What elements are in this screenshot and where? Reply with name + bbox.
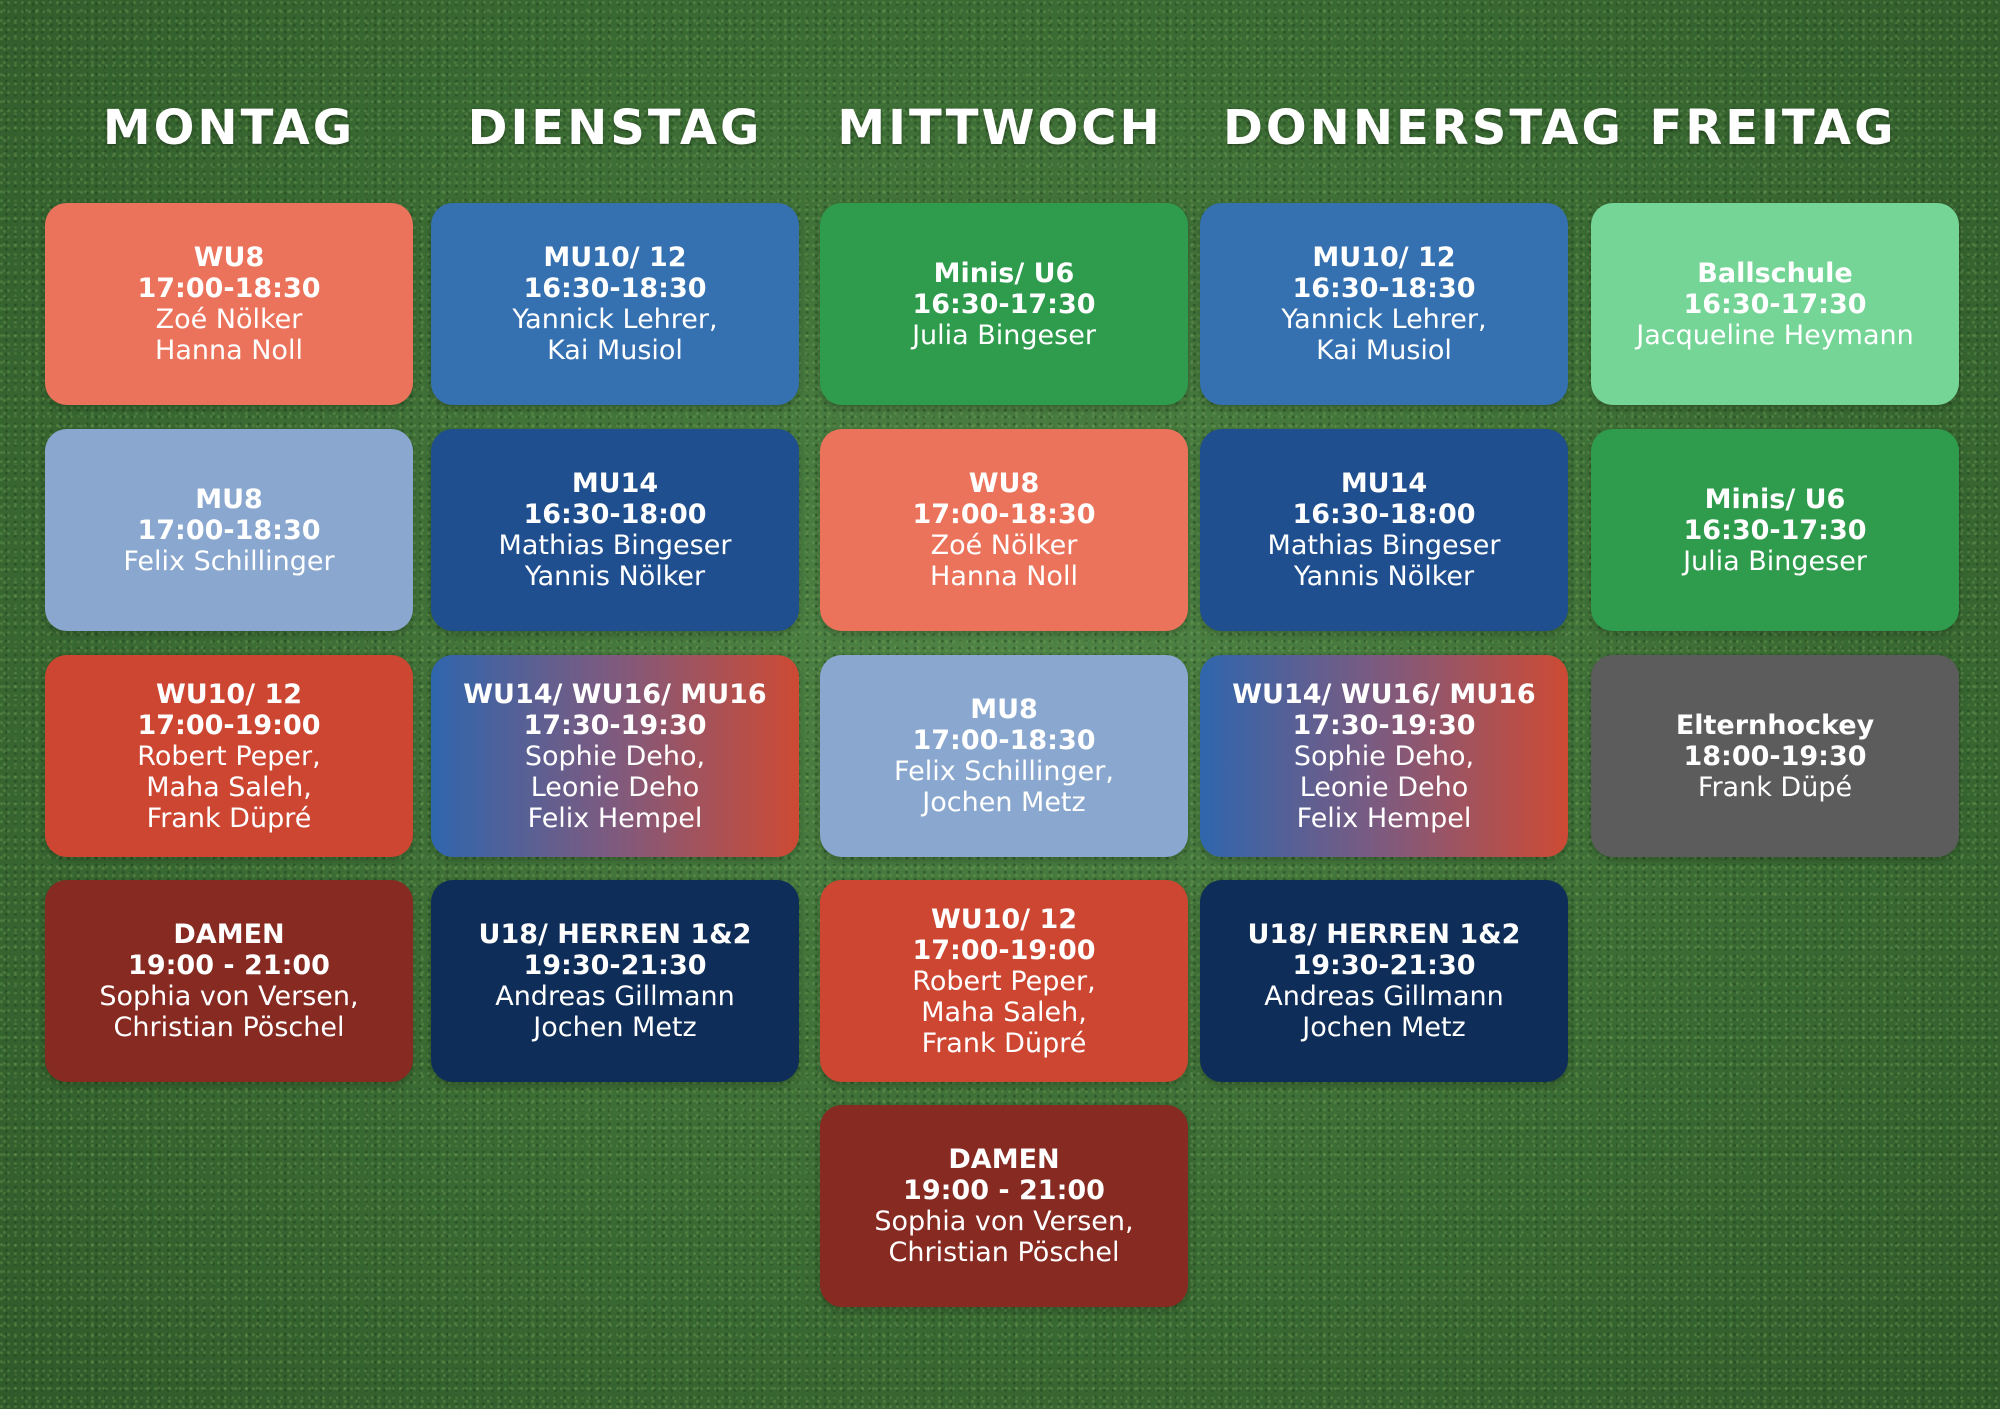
- session-title: MU14: [1340, 468, 1428, 499]
- session-title: MU10/ 12: [1312, 242, 1456, 273]
- day-heading-donnerstag: DONNERSTAG: [1223, 100, 1624, 156]
- session-coach: Jacqueline Heymann: [1636, 319, 1914, 351]
- session-card: MU10/ 12 16:30-18:30 Yannick Lehrer, Kai…: [1200, 203, 1568, 405]
- session-time: 17:30-19:30: [523, 709, 707, 741]
- session-coach: Julia Bingeser: [1683, 545, 1867, 577]
- session-card: DAMEN 19:00 - 21:00 Sophia von Versen, C…: [820, 1105, 1188, 1307]
- session-card: WU8 17:00-18:30 Zoé Nölker Hanna Noll: [45, 203, 413, 405]
- session-coach: Yannick Lehrer, Kai Musiol: [1281, 304, 1487, 366]
- session-card: U18/ HERREN 1&2 19:30-21:30 Andreas Gill…: [431, 880, 799, 1082]
- session-time: 16:30-17:30: [1683, 288, 1867, 320]
- session-title: Elternhockey: [1675, 709, 1875, 741]
- session-time: 16:30-17:30: [1683, 514, 1867, 546]
- session-coach: Zoé Nölker Hanna Noll: [155, 304, 303, 366]
- session-title: Ballschule: [1697, 257, 1853, 289]
- session-card: WU14/ WU16/ MU16 17:30-19:30 Sophie Deho…: [431, 655, 799, 857]
- session-title: WU10/ 12: [155, 678, 303, 710]
- day-heading-montag: MONTAG: [102, 100, 356, 156]
- session-coach: Sophie Deho, Leonie Deho Felix Hempel: [524, 740, 706, 834]
- session-time: 17:00-18:30: [912, 499, 1096, 530]
- session-coach: Sophie Deho, Leonie Deho Felix Hempel: [1293, 740, 1475, 834]
- session-time: 17:00-19:00: [137, 709, 321, 741]
- session-coach: Mathias Bingeser Yannis Nölker: [1267, 530, 1501, 592]
- session-card: MU14 16:30-18:00 Mathias Bingeser Yannis…: [1200, 429, 1568, 631]
- session-time: 16:30-18:00: [523, 499, 707, 530]
- session-title: DAMEN: [173, 919, 285, 950]
- day-heading-freitag: FREITAG: [1649, 100, 1897, 156]
- session-card: MU10/ 12 16:30-18:30 Yannick Lehrer, Kai…: [431, 203, 799, 405]
- session-title: WU14/ WU16/ MU16: [463, 678, 767, 710]
- session-coach: Sophia von Versen, Christian Pöschel: [874, 1206, 1134, 1268]
- session-card: MU8 17:00-18:30 Felix Schillinger, Joche…: [820, 655, 1188, 857]
- session-card: MU8 17:00-18:30 Felix Schillinger: [45, 429, 413, 631]
- session-card: DAMEN 19:00 - 21:00 Sophia von Versen, C…: [45, 880, 413, 1082]
- session-coach: Frank Düpé: [1697, 771, 1853, 803]
- session-coach: Mathias Bingeser Yannis Nölker: [498, 530, 732, 592]
- session-card: MU14 16:30-18:00 Mathias Bingeser Yannis…: [431, 429, 799, 631]
- session-coach: Andreas Gillmann Jochen Metz: [1264, 981, 1504, 1043]
- session-coach: Robert Peper, Maha Saleh, Frank Düpré: [137, 740, 321, 834]
- session-coach: Robert Peper, Maha Saleh, Frank Düpré: [912, 965, 1096, 1059]
- session-time: 17:00-18:30: [137, 514, 321, 546]
- session-card: Elternhockey 18:00-19:30 Frank Düpé: [1591, 655, 1959, 857]
- session-title: Minis/ U6: [933, 257, 1075, 289]
- session-title: WU8: [193, 242, 265, 273]
- session-coach: Andreas Gillmann Jochen Metz: [495, 981, 735, 1043]
- session-card: WU10/ 12 17:00-19:00 Robert Peper, Maha …: [45, 655, 413, 857]
- session-time: 17:00-18:30: [137, 273, 321, 304]
- session-title: WU14/ WU16/ MU16: [1232, 678, 1536, 710]
- session-time: 16:30-18:30: [523, 273, 707, 304]
- session-coach: Julia Bingeser: [912, 319, 1096, 351]
- session-time: 17:00-19:00: [912, 934, 1096, 966]
- session-coach: Zoé Nölker Hanna Noll: [930, 530, 1078, 592]
- session-card: U18/ HERREN 1&2 19:30-21:30 Andreas Gill…: [1200, 880, 1568, 1082]
- day-heading-mittwoch: MITTWOCH: [837, 100, 1163, 156]
- day-heading-dienstag: DIENSTAG: [467, 100, 763, 156]
- session-time: 19:30-21:30: [523, 950, 707, 981]
- session-time: 17:00-18:30: [912, 725, 1096, 756]
- session-coach: Felix Schillinger: [123, 545, 335, 577]
- session-time: 16:30-18:30: [1292, 273, 1476, 304]
- session-title: Minis/ U6: [1704, 483, 1846, 515]
- session-title: MU8: [195, 483, 263, 515]
- session-time: 17:30-19:30: [1292, 709, 1476, 741]
- session-title: MU14: [571, 468, 659, 499]
- session-card: Ballschule 16:30-17:30 Jacqueline Heyman…: [1591, 203, 1959, 405]
- session-card: WU14/ WU16/ MU16 17:30-19:30 Sophie Deho…: [1200, 655, 1568, 857]
- session-coach: Sophia von Versen, Christian Pöschel: [99, 981, 359, 1043]
- session-time: 16:30-17:30: [912, 288, 1096, 320]
- session-card: Minis/ U6 16:30-17:30 Julia Bingeser: [1591, 429, 1959, 631]
- session-title: U18/ HERREN 1&2: [478, 919, 752, 950]
- session-time: 19:00 - 21:00: [128, 950, 330, 981]
- session-card: Minis/ U6 16:30-17:30 Julia Bingeser: [820, 203, 1188, 405]
- session-time: 16:30-18:00: [1292, 499, 1476, 530]
- session-time: 18:00-19:30: [1683, 740, 1867, 772]
- session-title: MU8: [970, 694, 1038, 725]
- session-card: WU8 17:00-18:30 Zoé Nölker Hanna Noll: [820, 429, 1188, 631]
- session-title: WU8: [968, 468, 1040, 499]
- session-title: MU10/ 12: [543, 242, 687, 273]
- session-card: WU10/ 12 17:00-19:00 Robert Peper, Maha …: [820, 880, 1188, 1082]
- session-title: U18/ HERREN 1&2: [1247, 919, 1521, 950]
- session-title: DAMEN: [948, 1144, 1060, 1175]
- session-coach: Felix Schillinger, Jochen Metz: [894, 756, 1114, 818]
- session-title: WU10/ 12: [930, 903, 1078, 935]
- session-time: 19:30-21:30: [1292, 950, 1476, 981]
- session-time: 19:00 - 21:00: [903, 1175, 1105, 1206]
- session-coach: Yannick Lehrer, Kai Musiol: [512, 304, 718, 366]
